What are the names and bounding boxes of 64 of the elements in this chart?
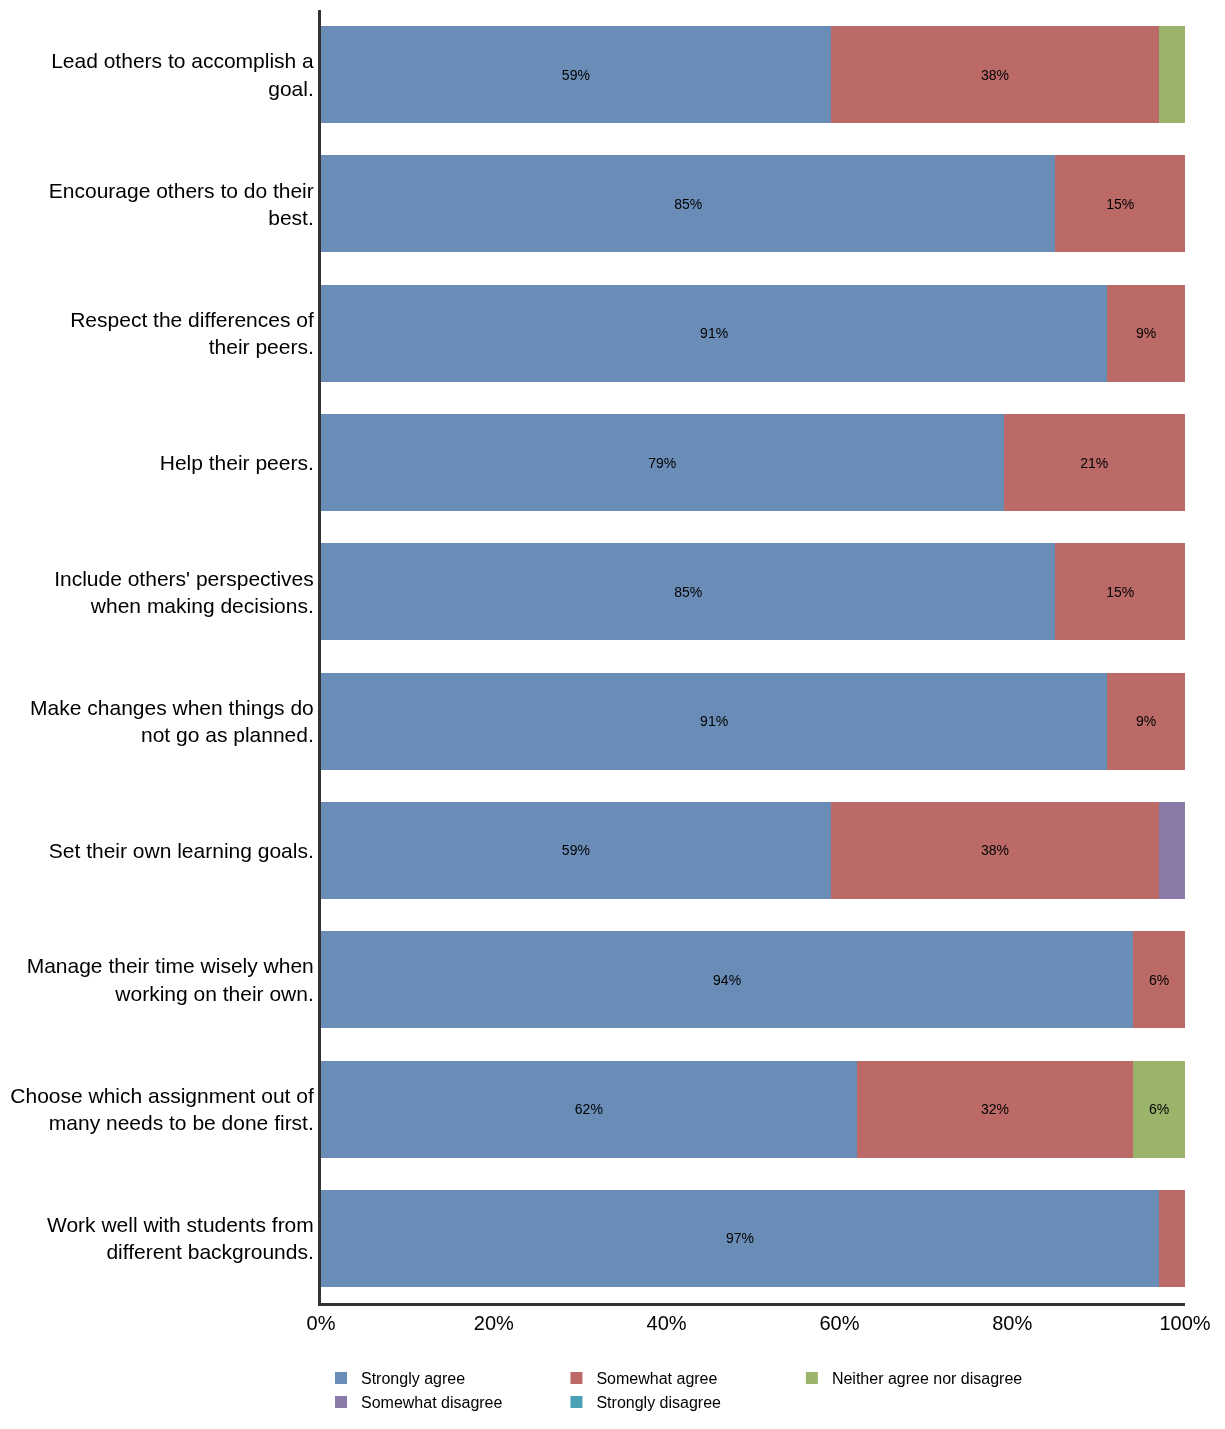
bar — [1107, 672, 1185, 770]
bar — [321, 155, 1056, 253]
bar — [1133, 1060, 1185, 1158]
bar — [1107, 284, 1185, 382]
x-tick-label: 100% — [1159, 1312, 1211, 1334]
data-label: 59% — [561, 66, 590, 83]
y-tick-label: Include others' perspectives when making decisions. — [54, 566, 314, 617]
data-label: 62% — [574, 1101, 603, 1118]
bar — [1159, 1189, 1185, 1287]
data-label: 85% — [674, 583, 703, 600]
bar — [321, 801, 831, 899]
legend-label: Strongly agree — [361, 1370, 466, 1388]
data-label: 38% — [980, 66, 1009, 83]
legend-label: Neither agree nor disagree — [831, 1370, 1023, 1388]
data-label: 91% — [700, 713, 729, 730]
y-tick-label: Respect the differences of their peers. — [70, 307, 314, 359]
bar — [1055, 543, 1185, 641]
legend-label: Somewhat agree — [596, 1370, 718, 1388]
legend-label: Strongly disagree — [596, 1394, 722, 1412]
x-tick-label: 20% — [473, 1312, 515, 1334]
bar — [321, 26, 831, 124]
data-label: 15% — [1106, 583, 1135, 600]
bar — [321, 1060, 857, 1158]
data-label: 6% — [1148, 971, 1170, 988]
bar — [321, 284, 1108, 382]
y-tick-label: Choose which assignment out of many needs to be done first. — [10, 1083, 314, 1135]
y-tick-label: Manage their time wisely when working on their own. — [26, 954, 314, 1005]
bar — [1133, 931, 1185, 1029]
bar — [830, 26, 1160, 124]
y-tick-label: Make changes when things do not go as planned. — [30, 695, 314, 747]
y-tick-label: Work well with students from different backgrounds. — [46, 1213, 314, 1264]
data-label: 79% — [648, 454, 677, 471]
x-tick-label: 40% — [646, 1312, 687, 1334]
bar — [1159, 801, 1185, 899]
bar — [856, 1060, 1134, 1158]
y-tick-label: Set their own learning goals. — [48, 838, 314, 862]
bar — [321, 1189, 1160, 1287]
data-label: 9% — [1136, 713, 1157, 730]
data-label: 59% — [561, 842, 590, 859]
data-label: 85% — [674, 195, 703, 212]
data-label: 6% — [1148, 1101, 1170, 1118]
bar — [830, 801, 1160, 899]
data-label: 38% — [980, 842, 1009, 859]
bar — [321, 543, 1056, 641]
bar — [1159, 26, 1185, 124]
data-label: 21% — [1080, 454, 1109, 471]
legend-label: Somewhat disagree — [361, 1394, 503, 1412]
bar — [321, 931, 1134, 1029]
data-label: 91% — [700, 325, 729, 342]
data-label: 9% — [1136, 325, 1157, 342]
bar — [1055, 155, 1185, 253]
x-tick-label: 60% — [819, 1312, 860, 1334]
data-label: 94% — [713, 971, 742, 988]
bar — [321, 414, 1004, 512]
data-label: 97% — [726, 1230, 755, 1247]
x-tick-label: 80% — [992, 1312, 1033, 1334]
y-tick-label: Encourage others to do their best. — [48, 178, 314, 229]
bar — [321, 672, 1108, 770]
y-tick-label: Help their peers. — [159, 450, 314, 474]
data-label: 32% — [980, 1101, 1009, 1118]
data-label: 15% — [1106, 195, 1135, 212]
bar — [1003, 414, 1185, 512]
y-tick-label: Lead others to accomplish a goal. — [51, 49, 315, 100]
x-tick-label: 0% — [306, 1312, 336, 1334]
